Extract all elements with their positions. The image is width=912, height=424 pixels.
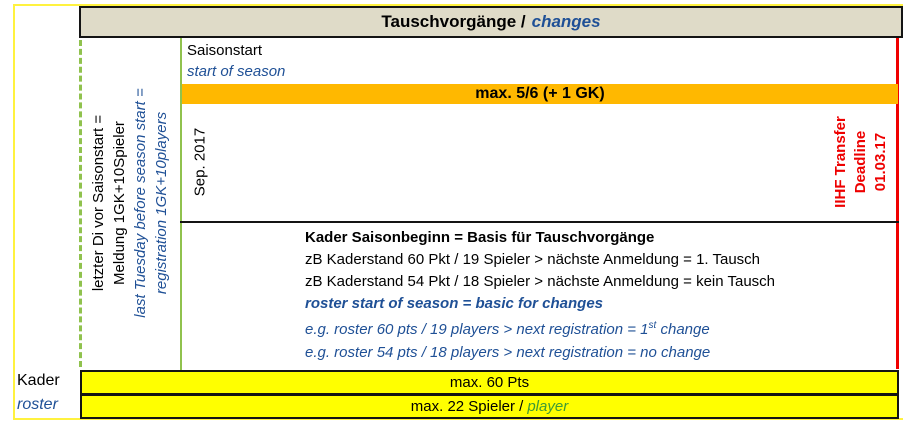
rules-example2-en: e.g. roster 54 pts / 18 players > next r… — [305, 344, 711, 361]
max-points-label: max. 60 Pts — [449, 374, 530, 391]
outer-yellow-frame — [13, 4, 903, 420]
horizontal-divider — [180, 221, 899, 223]
month-label-block: Sep. 2017 — [185, 112, 215, 212]
roster-row-label-de: Kader — [17, 372, 60, 389]
month-label: Sep. 2017 — [191, 127, 209, 197]
registration-note-en-2: registration 1GK+10players — [153, 111, 170, 295]
season-start-dashed-line — [79, 40, 82, 367]
registration-note-en-1: last Tuesday before season start = — [132, 88, 149, 318]
max-players-label-en: player — [527, 398, 569, 415]
deadline-line-3: 01.03.17 — [872, 132, 889, 192]
max-players-label-de: max. 22 Spieler / — [410, 398, 524, 415]
rules-example1-en: e.g. roster 60 pts / 19 players > next r… — [305, 320, 710, 338]
page-title-de: Tauschvorgänge / — [381, 12, 526, 31]
rules-heading-de: Kader Saisonbeginn = Basis für Tauschvor… — [305, 229, 655, 246]
transfer-deadline-line — [896, 38, 899, 369]
registration-note-de-2: Meldung 1GK+10Spieler — [111, 121, 128, 285]
rules-block: Kader Saisonbeginn = Basis für Tauschvor… — [305, 227, 775, 364]
roster-row-label-en: roster — [17, 396, 58, 413]
rules-heading-en: roster start of season = basic for chang… — [305, 295, 604, 312]
deadline-line-1: IIHF Transfer — [832, 116, 849, 208]
season-start-label-de: Saisonstart — [187, 42, 263, 59]
ordinal-superscript: st — [648, 320, 657, 331]
rules-example2-de: zB Kaderstand 54 Pkt / 18 Spieler > näch… — [305, 273, 776, 290]
deadline-line-2: Deadline — [852, 130, 869, 194]
registration-note-de-1: letzter Di vor Saisonstart = — [90, 114, 107, 292]
max-imports-bar: max. 5/6 (+ 1 GK) — [182, 84, 898, 104]
season-start-solid-line — [180, 38, 182, 371]
max-points-bar: max. 60 Pts — [80, 370, 899, 395]
max-imports-label: max. 5/6 (+ 1 GK) — [475, 85, 605, 102]
page-title: Tauschvorgänge / changes — [79, 6, 903, 38]
max-players-bar: max. 22 Spieler / player — [80, 394, 899, 419]
rules-example1-de: zB Kaderstand 60 Pkt / 19 Spieler > näch… — [305, 251, 761, 268]
transfer-deadline-note: IIHF Transfer Deadline 01.03.17 — [827, 103, 895, 221]
season-start-label-en: start of season — [187, 63, 286, 80]
registration-note: letzter Di vor Saisonstart = Meldung 1GK… — [86, 38, 174, 368]
page-title-en: changes — [531, 12, 601, 31]
